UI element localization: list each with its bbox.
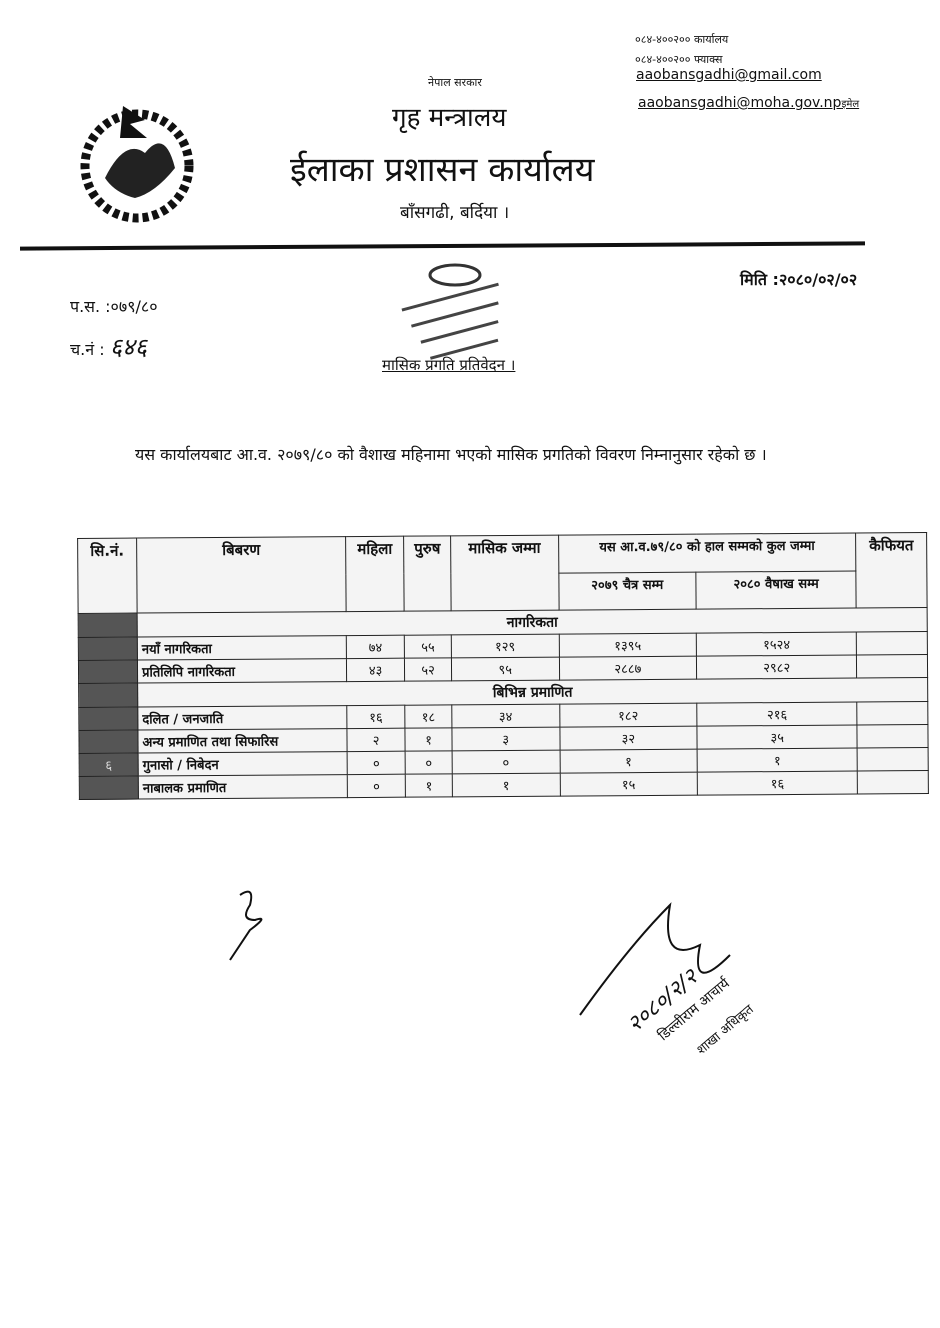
sn-cell [79, 776, 139, 800]
email-moha-link[interactable]: aaobansgadhi@moha.gov.np [638, 95, 842, 111]
female-cell: ७४ [346, 635, 405, 659]
office-stamp [401, 263, 499, 360]
ministry-name: गृह मन्त्रालय [392, 103, 507, 133]
sn-cell [78, 637, 138, 661]
row-label: गुनासो / निबेदन [138, 751, 348, 777]
chaitra-cell: २८८७ [558, 656, 697, 681]
remarks-cell [857, 701, 928, 726]
baishakh-cell: ३५ [697, 725, 858, 750]
row-label: प्रतिलिपि नागरिकता [137, 658, 347, 684]
table-row: नाबालक प्रमाणित ० १ १ १५ १६ [79, 770, 929, 800]
sn-cell [78, 707, 138, 731]
male-cell: १८ [405, 704, 452, 729]
remarks-cell [857, 724, 929, 749]
monthly-cell: ९५ [451, 657, 560, 681]
baishakh-cell: १६ [697, 771, 858, 796]
monthly-cell: ३ [451, 727, 560, 751]
officer-signature [579, 902, 731, 1016]
office-name: ईलाका प्रशासन कार्यालय [290, 150, 595, 190]
row-label: दलित / जनजाति [137, 705, 347, 731]
government-name: नेपाल सरकार [428, 76, 482, 89]
email-gmail[interactable]: aaobansgadhi@gmail.com [636, 67, 822, 83]
sn-cell [78, 730, 139, 754]
row-label: नाबालक प्रमाणित [138, 774, 348, 800]
monthly-cell: ३४ [451, 704, 560, 728]
baishakh-cell: १ [697, 748, 858, 773]
female-cell: २ [346, 728, 406, 752]
letter-cn: च.नं : ६४६ [70, 330, 147, 363]
email-moha: aaobansgadhi@moha.gov.npइमेल [638, 95, 859, 111]
sn-cell [78, 683, 138, 708]
office-location: बाँसगढी, बर्दिया । [400, 203, 510, 223]
initial-signature [229, 890, 263, 961]
cn-label: च.नं : [70, 340, 105, 359]
male-cell: ५५ [404, 634, 452, 659]
chaitra-cell: १५ [559, 772, 698, 797]
sn-cell: ६ [79, 753, 139, 777]
subject-line: मासिक प्रगति प्रतिवेदन । [382, 356, 516, 374]
header-female: महिला [345, 536, 405, 612]
remarks-cell [857, 770, 929, 795]
remarks-cell [856, 654, 928, 679]
chaitra-cell: १ [559, 749, 698, 774]
header-remarks: कैफियत [855, 532, 928, 609]
remarks-cell [856, 631, 928, 656]
cn-value: ६४६ [109, 333, 148, 361]
monthly-cell: १ [452, 773, 560, 797]
male-cell: १ [405, 727, 453, 752]
female-cell: ० [347, 751, 406, 775]
row-label: अन्य प्रमाणित तथा सिफारिस [137, 728, 348, 754]
female-cell: १६ [346, 705, 406, 729]
nepal-emblem-logo [80, 106, 194, 223]
phone-fax: ०८४-४००२०० फ्याक्स [635, 53, 723, 66]
male-cell: १ [405, 773, 453, 798]
sn-cell [78, 613, 138, 638]
header-chaitra: २०७९ चैत्र सम्म [558, 571, 697, 611]
male-cell: ५२ [404, 657, 452, 682]
sn-cell [78, 660, 138, 684]
monthly-cell: १२९ [451, 634, 559, 658]
letter-date: मिति :२०८०/०२/०२ [740, 270, 858, 289]
email-label: इमेल [841, 99, 860, 110]
male-cell: ० [405, 750, 453, 775]
chaitra-cell: १३९५ [558, 633, 697, 658]
chaitra-cell: ३२ [559, 726, 698, 751]
baishakh-cell: २९८२ [696, 655, 857, 680]
header-baishakh: २०८० वैषाख सम्म [695, 570, 857, 610]
progress-table: सि.नं. बिबरण महिला पुरुष मासिक जम्मा यस … [77, 532, 929, 800]
header-sn: सि.नं. [77, 538, 138, 614]
header-cumulative: यस आ.व.७९/८० को हाल सम्मको कुल जम्मा [558, 533, 857, 573]
letter-ps: प.स. :०७९/८० [70, 297, 158, 316]
monthly-cell: ० [452, 750, 560, 774]
header-desc: बिबरण [136, 536, 347, 614]
body-paragraph: यस कार्यालयबाट आ.व. २०७९/८० को वैशाख महि… [135, 445, 767, 464]
chaitra-cell: १८२ [559, 703, 698, 728]
row-label: नयाँ नागरिकता [137, 635, 347, 661]
header-monthly: मासिक जम्मा [450, 535, 559, 611]
header-male: पुरुष [403, 535, 452, 612]
header-divider [19, 241, 866, 251]
baishakh-cell: २१६ [696, 702, 858, 727]
female-cell: ० [347, 774, 406, 798]
phone-office: ०८४-४००२०० कार्यालय [635, 33, 729, 46]
baishakh-cell: १५२४ [696, 632, 857, 657]
remarks-cell [857, 747, 929, 772]
female-cell: ४३ [346, 658, 405, 682]
